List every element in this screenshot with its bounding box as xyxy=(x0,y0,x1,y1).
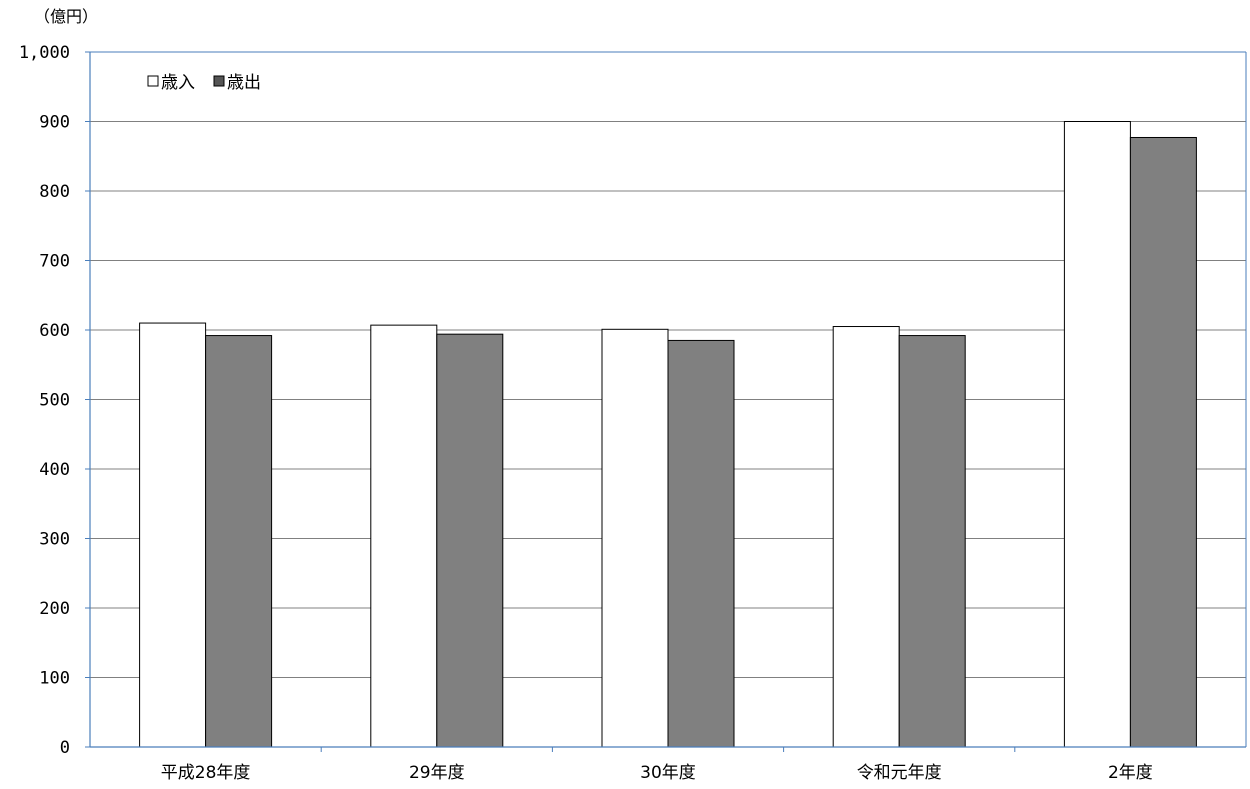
y-tick-label: 900 xyxy=(39,113,70,133)
bar-expenditure xyxy=(667,339,735,748)
y-axis-ticks: 0 100 200 300 400 500 600 700 800 900 1,000 xyxy=(19,43,90,758)
y-tick-label: 400 xyxy=(39,460,70,480)
axes xyxy=(89,51,1247,748)
legend: 歳入 歳出 xyxy=(147,73,261,93)
bars xyxy=(139,121,1197,748)
y-tick-label: 300 xyxy=(39,530,70,550)
bar-revenue xyxy=(1063,121,1131,748)
y-tick-label: 800 xyxy=(39,182,70,202)
y-tick-label: 600 xyxy=(39,321,70,341)
bar-expenditure xyxy=(436,333,504,748)
bar-expenditure xyxy=(1129,136,1197,748)
x-tick-label: 平成28年度 xyxy=(161,763,251,783)
x-tick-label: 令和元年度 xyxy=(857,763,942,783)
y-tick-label: 1,000 xyxy=(19,43,70,63)
legend-swatch xyxy=(213,75,225,87)
legend-label: 歳入 xyxy=(161,73,195,93)
bar-revenue xyxy=(139,322,207,748)
x-axis-ticks: 平成28年度 29年度 30年度 令和元年度 2年度 xyxy=(161,747,1153,783)
bar-revenue xyxy=(370,324,438,748)
bar-revenue xyxy=(832,326,900,748)
bar-expenditure xyxy=(205,335,273,748)
x-tick-label: 30年度 xyxy=(640,763,696,783)
bar-revenue xyxy=(601,328,669,748)
y-tick-label: 100 xyxy=(39,669,70,689)
legend-label: 歳出 xyxy=(227,73,261,93)
y-axis-unit-label: （億円） xyxy=(34,7,98,26)
x-tick-label: 2年度 xyxy=(1108,763,1153,783)
legend-swatch xyxy=(147,75,159,87)
bar-expenditure xyxy=(898,335,966,748)
y-tick-label: 700 xyxy=(39,252,70,272)
y-tick-label: 500 xyxy=(39,391,70,411)
y-tick-label: 200 xyxy=(39,599,70,619)
y-tick-label: 0 xyxy=(60,738,70,758)
x-tick-label: 29年度 xyxy=(409,763,465,783)
